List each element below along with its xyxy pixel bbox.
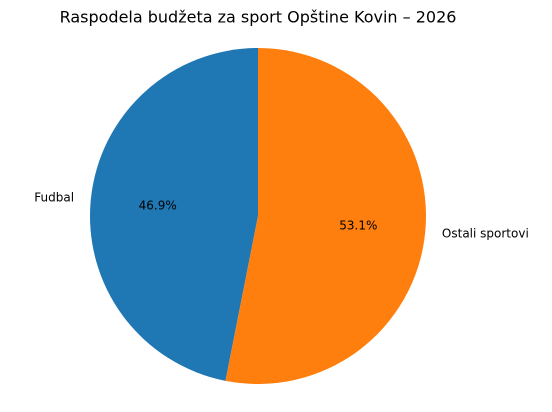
slice-label: Ostali sportovi xyxy=(442,226,529,240)
value-label: 53.1% xyxy=(339,218,377,232)
pie-slice xyxy=(89,47,258,381)
chart-title: Raspodela budžeta za sport Opštine Kovin… xyxy=(60,8,457,27)
pie-slice xyxy=(225,48,426,384)
slice-label: Fudbal xyxy=(34,191,74,205)
value-label: 46.9% xyxy=(139,199,177,213)
